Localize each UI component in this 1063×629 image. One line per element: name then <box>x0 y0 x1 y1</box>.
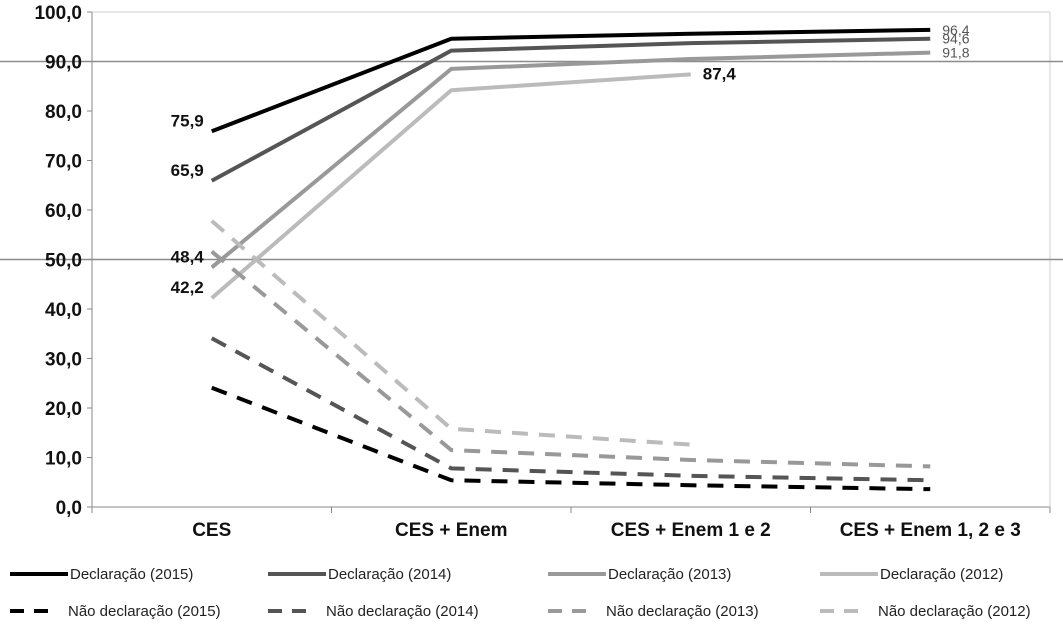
data-label: 96,4 <box>942 22 969 38</box>
series-line <box>211 27 931 134</box>
series-line <box>210 72 691 300</box>
x-category-label: CES + Enem 1, 2 e 3 <box>840 520 1021 541</box>
data-label: 91,8 <box>942 45 969 61</box>
data-label: 48,4 <box>171 247 205 266</box>
x-category-label: CES <box>192 520 231 541</box>
x-category-label: CES + Enem 1 e 2 <box>611 520 771 541</box>
y-tick-label: 90,0 <box>45 53 82 74</box>
data-label: 65,9 <box>171 161 204 180</box>
legend-label: Não declaração (2012) <box>878 603 1031 620</box>
y-tick-label: 40,0 <box>45 300 82 321</box>
data-label: 94,6 <box>942 31 969 47</box>
legend-label: Declaração (2012) <box>880 566 1003 583</box>
y-tick-label: 50,0 <box>45 251 82 272</box>
data-label: 75,9 <box>171 111 204 130</box>
data-label: 42,2 <box>171 278 204 297</box>
y-tick-label: 0,0 <box>56 498 82 519</box>
y-tick-label: 70,0 <box>45 152 82 173</box>
data-labels: 75,9 65,9 48,4 42,2 96,494,691,8 87,4 <box>171 22 970 297</box>
y-tick-label: 30,0 <box>45 350 82 371</box>
data-label: 87,4 <box>703 64 737 83</box>
legend-label: Declaração (2014) <box>328 566 451 583</box>
series-lines <box>210 27 931 492</box>
y-tick-label: 10,0 <box>45 449 82 470</box>
series-line <box>210 36 931 183</box>
series-line <box>210 336 931 483</box>
legend-label: Não declaração (2013) <box>606 603 759 620</box>
chart-grid <box>0 11 1063 513</box>
legend-label: Declaração (2015) <box>70 566 193 583</box>
y-tick-label: 80,0 <box>45 102 82 123</box>
legend: Declaração (2015) Declaração (2014) Declar… <box>10 566 1031 620</box>
series-line <box>210 250 931 469</box>
x-category-label: CES + Enem <box>395 520 507 541</box>
x-axis-categories: CES CES + Enem CES + Enem 1 e 2 CES + Enem … <box>192 520 1021 541</box>
legend-label: Não declaração (2015) <box>68 603 221 620</box>
y-tick-label: 60,0 <box>45 201 82 222</box>
series-line <box>210 219 691 447</box>
series-line <box>210 50 931 269</box>
y-tick-label: 100,0 <box>34 3 82 24</box>
legend-label: Não declaração (2014) <box>326 603 479 620</box>
y-axis-ticks: 0,0 10,0 20,0 30,0 40,0 50,0 60,0 70,0 80,0 90,0 1… <box>34 3 92 519</box>
y-tick-label: 20,0 <box>45 399 82 420</box>
legend-label: Declaração (2013) <box>608 566 731 583</box>
